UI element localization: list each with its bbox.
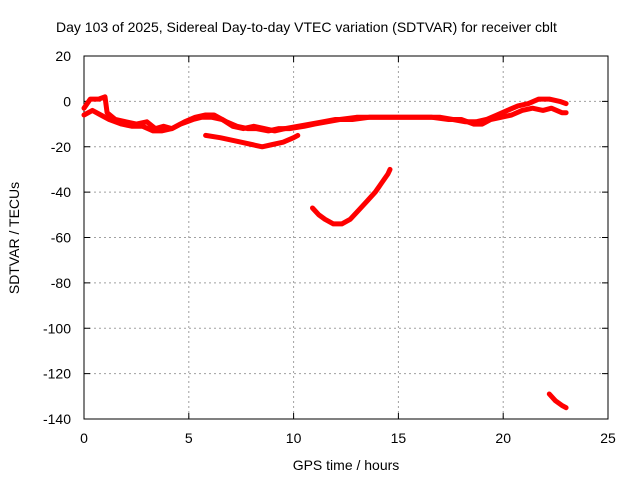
y-axis-label: SDTVAR / TECUs [6,182,22,294]
series-main-band-1 [81,94,569,134]
y-tick-label: -100 [43,320,71,336]
x-tick-label: 25 [600,430,616,446]
y-tick-label: -40 [51,184,71,200]
x-tick-label: 5 [185,430,193,446]
y-tick-label: -140 [43,411,71,427]
series-band-lower [203,132,301,150]
y-tick-label: -120 [43,366,71,382]
trace-layer [81,94,569,411]
x-axis-label: GPS time / hours [293,457,400,473]
y-tick-label: 0 [63,93,71,109]
x-tick-label: 15 [391,430,407,446]
chart-title: Day 103 of 2025, Sidereal Day-to-day VTE… [56,19,557,35]
y-tick-label: -60 [51,230,71,246]
series-late-drop [546,391,569,411]
y-tick-label: -80 [51,275,71,291]
y-tick-label: -20 [51,139,71,155]
tick-layer: 0 5 10 15 20 25 20 0 -20 -40 -60 -80 -100 -120 -140 [43,48,616,446]
series-main-band-2 [81,105,569,134]
x-tick-label: 20 [495,430,511,446]
x-tick-label: 10 [286,430,302,446]
series-arc-dip [310,166,393,227]
y-tick-label: 20 [55,48,71,64]
x-tick-label: 0 [80,430,88,446]
